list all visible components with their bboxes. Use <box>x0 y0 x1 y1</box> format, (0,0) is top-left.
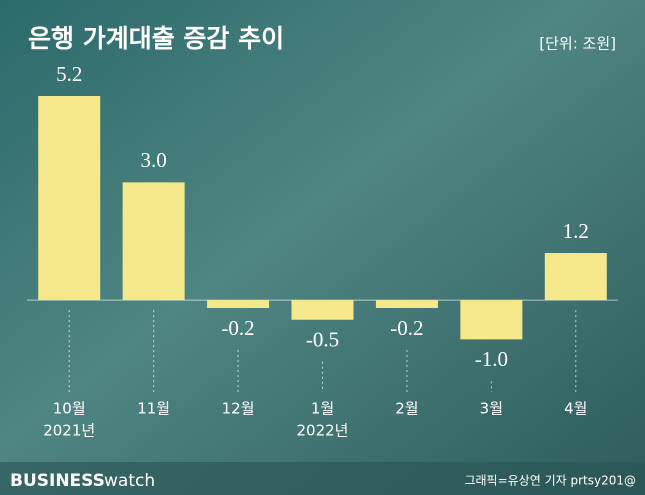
x-tick-label: 10월 <box>53 400 86 418</box>
bar <box>207 300 270 308</box>
x-tick-label: 1월 <box>311 400 334 418</box>
value-label: 5.2 <box>56 62 82 86</box>
value-label: -1.0 <box>475 347 508 371</box>
x-tick-label: 12월 <box>222 400 255 418</box>
value-label: 1.2 <box>563 219 589 243</box>
x-tick-label: 3월 <box>480 400 503 418</box>
x-tick-label: 4월 <box>564 400 587 418</box>
chart-title: 은행 가계대출 증감 추이 <box>28 24 284 53</box>
brand: BUSINESS <box>10 471 105 491</box>
x-tick-sublabel: 2021년 <box>43 422 95 440</box>
bar <box>544 253 607 301</box>
bar <box>291 300 354 320</box>
bar <box>460 300 523 340</box>
bar <box>122 182 185 301</box>
value-label: 3.0 <box>141 148 167 172</box>
credit: 그래픽=유상연 기자 prtsy201@ <box>464 474 636 488</box>
value-label: -0.2 <box>390 316 423 340</box>
x-tick-label: 11월 <box>137 400 170 418</box>
footer-band <box>0 462 645 495</box>
value-label: -0.5 <box>306 328 339 352</box>
x-tick-label: 2월 <box>395 400 418 418</box>
bar <box>38 96 101 301</box>
x-tick-sublabel: 2022년 <box>297 422 349 440</box>
unit-label: [단위: 조원] <box>539 35 616 53</box>
bar <box>375 300 438 308</box>
brand-suffix: watch <box>104 471 155 491</box>
value-label: -0.2 <box>221 316 254 340</box>
